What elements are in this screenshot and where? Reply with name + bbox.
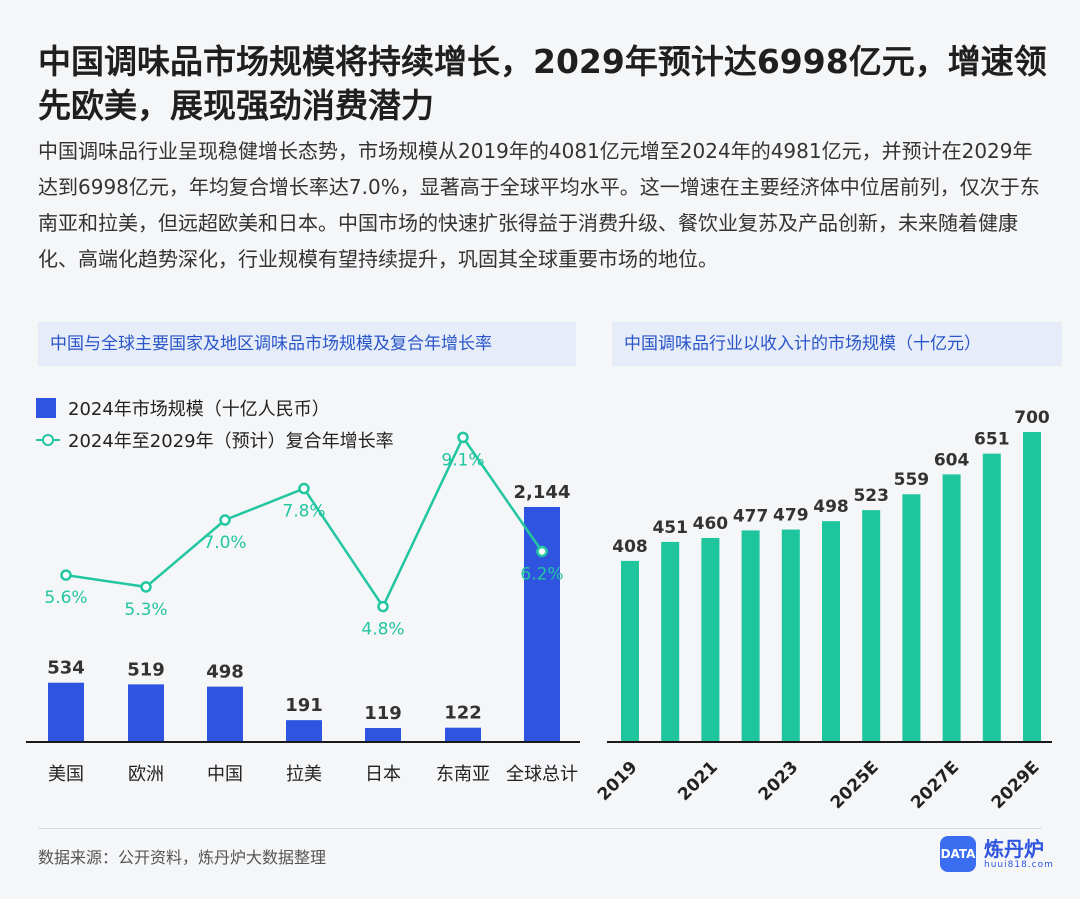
bar-value-label: 477 [733, 506, 769, 526]
bar-value-label: 451 [652, 518, 688, 538]
x-tick-label: 拉美 [286, 764, 322, 785]
bar-value-label: 460 [693, 514, 729, 534]
logo-name: 炼丹炉 [984, 837, 1044, 861]
cagr-point [140, 581, 152, 593]
page-title: 中国调味品市场规模将持续增长，2029年预计达6998亿元，增速领先欧美，展现强… [38, 42, 1047, 125]
bar-value-label: 559 [894, 470, 930, 490]
cagr-point [457, 431, 469, 444]
bar-2025E [862, 510, 881, 741]
cagr-label: 7.8% [282, 502, 325, 522]
x-tick-label: 2021 [674, 757, 722, 805]
bar-2023 [781, 529, 800, 741]
bar-欧洲 [128, 684, 164, 741]
bar-value-label: 604 [934, 450, 970, 470]
bar-value-label: 534 [47, 658, 85, 679]
bar-value-label: 2,144 [514, 482, 571, 503]
cagr-point [377, 600, 389, 613]
right-chart-title: 中国调味品行业以收入计的市场规模（十亿元） [612, 322, 1062, 366]
bar-2019 [621, 560, 639, 741]
x-tick-label: 2023 [755, 757, 803, 805]
cagr-point [219, 514, 231, 526]
x-tick-label: 日本 [365, 764, 401, 785]
cagr-label: 5.3% [124, 600, 167, 620]
footer-divider [38, 828, 1042, 829]
bar-value-label: 498 [206, 662, 244, 683]
bar-2022 [741, 530, 760, 741]
logo-site: huui818.com [984, 860, 1054, 870]
bar-2028E [982, 453, 1001, 741]
cagr-label: 9.1% [441, 450, 484, 470]
cagr-point [298, 482, 310, 495]
cagr-point [60, 569, 72, 581]
source-note: 数据来源：公开资料，炼丹炉大数据整理 [38, 848, 327, 867]
cagr-label: 7.0% [203, 533, 246, 553]
left-chart-title: 中国与全球主要国家及地区调味品市场规模及复合年增长率 [38, 322, 576, 366]
x-tick-label: 2019 [594, 757, 642, 805]
cagr-label: 6.2% [520, 564, 563, 584]
legend-line-label: 2024年至2029年（预计）复合年增长率 [68, 431, 394, 452]
x-tick-label: 2029E [988, 757, 1044, 813]
bar-2024 [822, 521, 840, 741]
bar-value-label: 408 [612, 537, 648, 557]
cagr-label: 5.6% [44, 588, 87, 608]
cagr-point [536, 545, 548, 558]
x-tick-label: 美国 [48, 764, 84, 785]
bar-2026E [902, 494, 921, 741]
bar-value-label: 498 [813, 497, 849, 517]
bar-value-label: 191 [285, 695, 323, 716]
left-chart-legend: 2024年市场规模（十亿人民币） 2024年至2029年（预计）复合年增长率 [36, 392, 394, 456]
x-tick-label: 东南亚 [436, 764, 490, 785]
legend-bar-label: 2024年市场规模（十亿人民币） [68, 399, 330, 420]
cagr-label: 4.8% [361, 620, 404, 640]
x-tick-label: 中国 [207, 764, 243, 785]
bar-日本 [365, 728, 401, 741]
bar-2029E [1023, 432, 1041, 741]
intro-paragraph: 中国调味品行业呈现稳健增长态势，市场规模从2019年的4081亿元增至2024年… [38, 139, 1040, 271]
bar-东南亚 [445, 727, 481, 741]
bar-value-label: 119 [364, 703, 402, 724]
bar-2021 [701, 537, 720, 741]
bar-value-label: 519 [127, 659, 165, 680]
bar-美国 [48, 682, 84, 741]
bar-中国 [207, 686, 243, 741]
x-tick-label: 欧洲 [128, 764, 164, 785]
legend-bar-swatch [36, 398, 56, 418]
bar-2027E [942, 474, 961, 741]
x-tick-label: 2025E [827, 757, 883, 813]
x-tick-label: 全球总计 [506, 764, 578, 785]
bar-value-label: 479 [773, 506, 809, 526]
logo-icon: DATA [940, 836, 976, 872]
bar-value-label: 700 [1014, 408, 1050, 428]
brand-logo: DATA 炼丹炉 huui818.com [940, 836, 1054, 872]
legend-line-swatch [36, 434, 60, 446]
bar-value-label: 523 [853, 486, 889, 506]
bar-value-label: 122 [444, 703, 482, 724]
bar-value-label: 651 [974, 430, 1010, 450]
legend-line-entry: 2024年至2029年（预计）复合年增长率 [36, 424, 394, 456]
x-tick-label: 2027E [907, 757, 963, 813]
legend-bar-entry: 2024年市场规模（十亿人民币） [36, 392, 394, 424]
bar-2020 [661, 541, 680, 741]
bar-拉美 [286, 720, 322, 741]
